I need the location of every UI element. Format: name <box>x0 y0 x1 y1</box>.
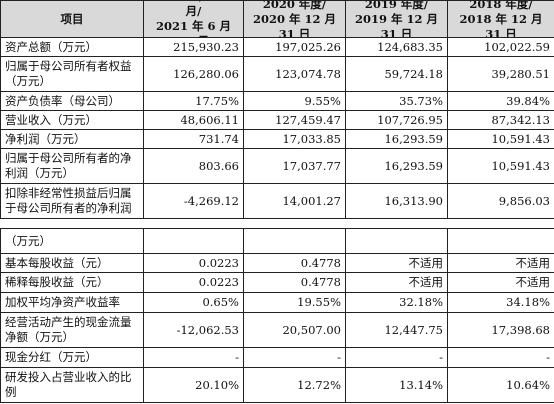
empty-cell <box>447 228 554 254</box>
value-cell: 12,447.75 <box>345 312 448 348</box>
header-line: 2020 年 12 月 31 日 <box>252 11 337 38</box>
value-cell: 215,930.23 <box>143 37 244 57</box>
empty-cell <box>143 228 244 254</box>
value-cell: 107,726.95 <box>345 110 448 130</box>
value-cell: -4,269.12 <box>143 183 244 219</box>
value-cell: 59,724.18 <box>345 56 448 92</box>
value-cell: - <box>143 347 244 368</box>
value-cell: 14,001.27 <box>243 183 346 219</box>
value-cell: 19.55% <box>243 292 346 313</box>
value-cell: 9,856.03 <box>447 183 554 219</box>
empty-cell <box>243 228 346 254</box>
value-cell: - <box>243 347 346 368</box>
empty-cell <box>345 228 448 254</box>
row-label: 基本每股收益（元） <box>0 253 144 273</box>
value-cell: 12.72% <box>243 367 346 403</box>
value-cell: 0.65% <box>143 292 244 313</box>
value-cell: 124,683.35 <box>345 37 448 57</box>
value-cell: 不适用 <box>447 272 554 293</box>
value-cell: 17,033.85 <box>243 129 346 149</box>
value-cell: 0.0223 <box>143 272 244 293</box>
header-line: 2018 年 12 月 31 日 <box>459 11 543 38</box>
row-label: 归属于母公司所有者的净利润（万元） <box>0 148 144 184</box>
value-cell: 9.55% <box>243 91 346 111</box>
header-line: 2019 年度/ <box>364 0 429 11</box>
value-cell: 0.0223 <box>143 253 244 273</box>
value-cell: 17,037.77 <box>243 148 346 184</box>
row-label: 扣除非经常性损益后归属于母公司所有者的净利润 <box>0 183 144 219</box>
header-line: 2020 年度/ <box>262 0 327 11</box>
value-cell: 48,606.11 <box>143 110 244 130</box>
header-cell: 项目 <box>0 0 144 38</box>
value-cell: 16,313.90 <box>345 183 448 219</box>
value-cell: - <box>447 347 554 368</box>
row-label: 资产总额（万元） <box>0 37 144 57</box>
header-cell: 2019 年度/2019 年 12 月 31 日 <box>345 0 448 38</box>
value-cell: 803.66 <box>143 148 244 184</box>
header-line: 2021 年 1-6 月/ <box>157 1 229 18</box>
header-line: 2021 年 6 月 30 日 <box>155 19 232 37</box>
value-cell: 10.64% <box>447 367 554 403</box>
value-cell: 不适用 <box>345 272 448 293</box>
value-cell: 34.18% <box>447 292 554 313</box>
value-cell: 126,280.06 <box>143 56 244 92</box>
value-cell: 731.74 <box>143 129 244 149</box>
value-cell: 127,459.47 <box>243 110 346 130</box>
value-cell: 35.73% <box>345 91 448 111</box>
row-label: 研发投入占营业收入的比例 <box>0 367 144 403</box>
header-cell: 2021 年 1-6 月/2021 年 6 月 30 日 <box>143 0 244 38</box>
value-cell: -12,062.53 <box>143 312 244 348</box>
value-cell: 197,025.26 <box>243 37 346 57</box>
value-cell: 0.4778 <box>243 272 346 293</box>
value-cell: 32.18% <box>345 292 448 313</box>
value-cell: - <box>345 347 448 368</box>
value-cell: 102,022.59 <box>447 37 554 57</box>
value-cell: 20.10% <box>143 367 244 403</box>
value-cell: 13.14% <box>345 367 448 403</box>
value-cell: 16,293.59 <box>345 148 448 184</box>
header-line: 2019 年 12 月 31 日 <box>354 11 439 38</box>
value-cell: 16,293.59 <box>345 129 448 149</box>
header-cell: 2020 年度/2020 年 12 月 31 日 <box>243 0 346 38</box>
header-line: 2018 年度/ <box>469 0 533 11</box>
unit-cell: （万元） <box>0 228 144 254</box>
value-cell: 39.84% <box>447 91 554 111</box>
row-label: 现金分红（万元） <box>0 347 144 368</box>
value-cell: 不适用 <box>345 253 448 273</box>
row-label: 归属于母公司所有者权益（万元） <box>0 56 144 92</box>
value-cell: 17,398.68 <box>447 312 554 348</box>
value-cell: 10,591.43 <box>447 129 554 149</box>
row-label: 加权平均净资产收益率 <box>0 292 144 313</box>
value-cell: 10,591.43 <box>447 148 554 184</box>
value-cell: 0.4778 <box>243 253 346 273</box>
row-label: 稀释每股收益（元） <box>0 272 144 293</box>
header-cell: 2018 年度/2018 年 12 月 31 日 <box>447 0 554 38</box>
value-cell: 17.75% <box>143 91 244 111</box>
row-label: 资产负债率（母公司） <box>0 91 144 111</box>
value-cell: 123,074.78 <box>243 56 346 92</box>
row-label: 净利润（万元） <box>0 129 144 149</box>
row-label: 经营活动产生的现金流量净额（万元） <box>0 312 144 348</box>
value-cell: 不适用 <box>447 253 554 273</box>
value-cell: 39,280.51 <box>447 56 554 92</box>
row-label: 营业收入（万元） <box>0 110 144 130</box>
value-cell: 87,342.13 <box>447 110 554 130</box>
value-cell: 20,507.00 <box>243 312 346 348</box>
